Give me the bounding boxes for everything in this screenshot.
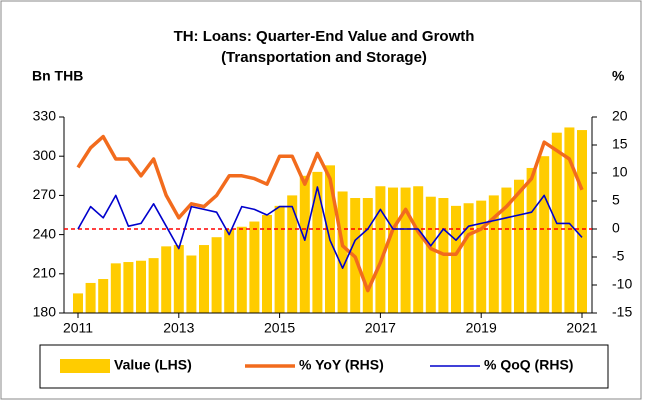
y2-tick-label: 5: [612, 192, 620, 208]
y2-tick-label: -10: [612, 276, 632, 292]
x-tick-label: 2013: [163, 320, 194, 336]
bar: [564, 127, 575, 313]
bar: [249, 221, 260, 313]
bar: [299, 175, 310, 313]
x-tick-label: 2015: [264, 320, 295, 336]
bar: [98, 279, 109, 313]
line-series: [76, 134, 584, 293]
bar: [501, 187, 512, 313]
bar: [161, 246, 172, 313]
bar: [388, 187, 398, 313]
x-tick-label: 2021: [566, 320, 597, 336]
bar: [173, 245, 184, 313]
bar: [526, 167, 537, 313]
bar: [514, 179, 524, 313]
y2-tick-label: 0: [612, 220, 620, 236]
y2-tick-label: 10: [612, 164, 628, 180]
bar: [199, 245, 209, 313]
y2-tick-label: 20: [612, 108, 628, 124]
y-tick-label: 240: [33, 225, 57, 241]
bar: [337, 191, 348, 313]
bar: [539, 156, 550, 313]
bar: [287, 195, 298, 313]
bar: [488, 195, 499, 313]
chart-title: TH: Loans: Quarter-End Value and Growth: [174, 28, 475, 45]
y-tick-label: 210: [33, 265, 57, 281]
line-series: [77, 186, 583, 269]
bar: [413, 186, 424, 313]
bar: [85, 282, 96, 313]
y-tick-label: 300: [33, 147, 57, 163]
y-tick-label: 180: [33, 304, 57, 320]
bar: [224, 229, 235, 313]
bar: [136, 260, 146, 313]
bar: [148, 258, 159, 313]
y-axis-label: Bn THB: [32, 68, 83, 84]
bar: [476, 200, 487, 313]
y2-axis-label: %: [612, 68, 625, 84]
bar: [362, 198, 373, 313]
legend-label: % YoY (RHS): [299, 357, 384, 373]
bar: [73, 293, 83, 313]
bar: [577, 130, 587, 313]
bar: [451, 205, 461, 313]
y2-tick-label: -5: [612, 248, 625, 264]
bar: [463, 203, 474, 313]
bar: [236, 226, 247, 313]
x-tick-label: 2011: [63, 320, 93, 336]
bar: [375, 186, 386, 313]
legend-box: [39, 344, 609, 389]
chart-subtitle: (Transportation and Storage): [221, 49, 427, 66]
y-tick-label: 270: [33, 186, 57, 202]
y2-tick-label: -15: [612, 304, 632, 320]
x-tick-label: 2019: [466, 320, 497, 336]
bar: [211, 237, 222, 313]
bar: [262, 215, 272, 313]
legend-label: Value (LHS): [114, 357, 192, 373]
bar: [312, 171, 323, 313]
bar: [400, 187, 411, 313]
bar: [274, 205, 285, 313]
y2-tick-label: 15: [612, 136, 628, 152]
legend-label: % QoQ (RHS): [484, 357, 573, 373]
bar: [186, 255, 197, 313]
bar: [110, 263, 121, 313]
x-tick-label: 2017: [365, 320, 396, 336]
y-tick-label: 330: [33, 108, 57, 124]
bar: [425, 196, 436, 313]
legend-swatch: [60, 359, 110, 373]
bar: [123, 262, 134, 313]
